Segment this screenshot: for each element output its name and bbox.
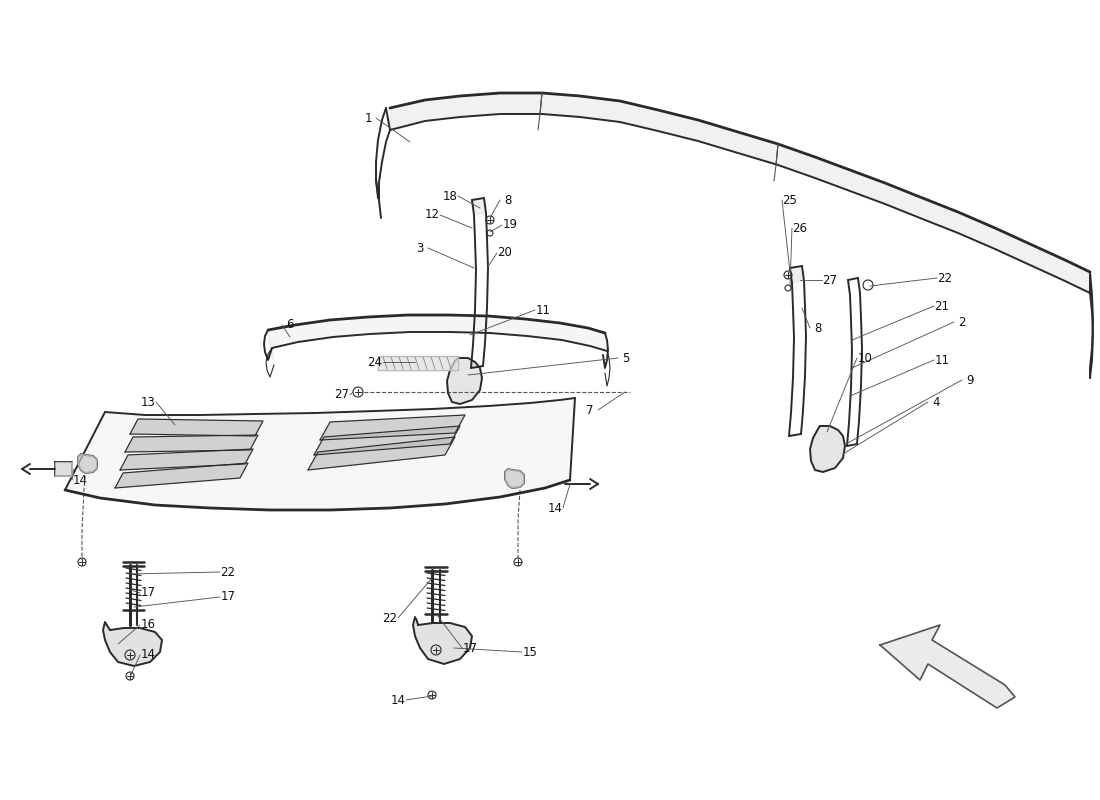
- Text: 11: 11: [935, 354, 949, 366]
- Text: 24: 24: [367, 355, 383, 369]
- Text: 16: 16: [141, 618, 155, 631]
- Text: 27: 27: [823, 274, 837, 286]
- Polygon shape: [378, 356, 458, 370]
- Polygon shape: [116, 463, 248, 488]
- Polygon shape: [65, 398, 575, 510]
- Text: 27: 27: [334, 389, 350, 402]
- Text: 3: 3: [416, 242, 424, 254]
- Polygon shape: [320, 415, 465, 440]
- Polygon shape: [125, 435, 258, 452]
- Polygon shape: [268, 315, 607, 351]
- Polygon shape: [447, 358, 482, 404]
- Polygon shape: [103, 622, 162, 666]
- Polygon shape: [55, 462, 72, 476]
- Text: 21: 21: [935, 299, 949, 313]
- Text: 17: 17: [462, 642, 477, 654]
- Text: 14: 14: [141, 649, 155, 662]
- Text: 12: 12: [425, 209, 440, 222]
- Polygon shape: [120, 449, 253, 470]
- Text: 22: 22: [220, 566, 235, 578]
- Text: 18: 18: [442, 190, 458, 202]
- Text: 14: 14: [548, 502, 562, 514]
- Text: 20: 20: [497, 246, 513, 259]
- Polygon shape: [810, 426, 845, 472]
- Text: 2: 2: [958, 315, 966, 329]
- Text: 9: 9: [966, 374, 974, 386]
- Text: 14: 14: [390, 694, 406, 706]
- Text: 1: 1: [364, 111, 372, 125]
- Text: 22: 22: [937, 271, 953, 285]
- Text: 5: 5: [623, 351, 629, 365]
- Text: 8: 8: [814, 322, 822, 334]
- Text: 4: 4: [933, 395, 939, 409]
- Text: 11: 11: [536, 303, 550, 317]
- Polygon shape: [314, 426, 460, 455]
- Text: 10: 10: [858, 351, 872, 365]
- Text: 26: 26: [792, 222, 807, 234]
- Text: 22: 22: [383, 611, 397, 625]
- Polygon shape: [505, 469, 524, 488]
- Text: 15: 15: [522, 646, 538, 658]
- Text: 7: 7: [586, 403, 594, 417]
- Text: 17: 17: [141, 586, 155, 599]
- Polygon shape: [130, 419, 263, 436]
- Polygon shape: [880, 625, 1015, 708]
- Text: 14: 14: [73, 474, 88, 486]
- Text: 13: 13: [141, 395, 155, 409]
- Text: 19: 19: [503, 218, 517, 231]
- Polygon shape: [390, 93, 1090, 293]
- Text: 6: 6: [286, 318, 294, 331]
- Polygon shape: [472, 198, 486, 215]
- Polygon shape: [412, 617, 472, 664]
- Text: 8: 8: [504, 194, 512, 206]
- Polygon shape: [268, 330, 274, 365]
- Text: 17: 17: [220, 590, 235, 603]
- Polygon shape: [790, 266, 804, 283]
- Polygon shape: [308, 437, 455, 470]
- Polygon shape: [78, 454, 97, 473]
- Text: 25: 25: [782, 194, 797, 206]
